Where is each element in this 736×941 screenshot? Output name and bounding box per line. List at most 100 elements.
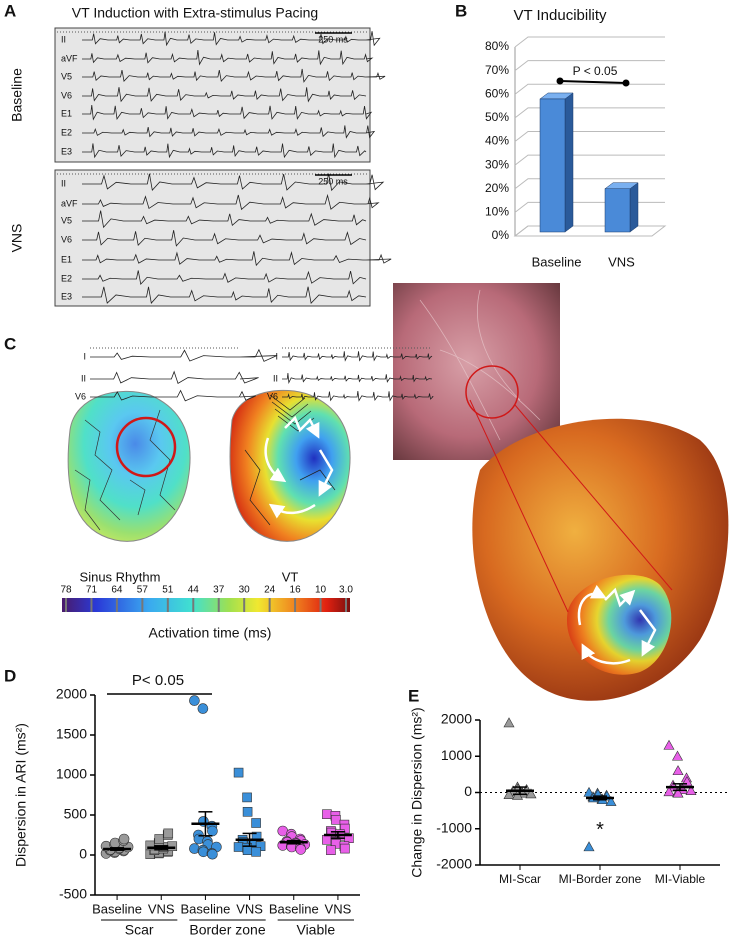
panel-title: VT Induction with Extra-stimulus Pacing bbox=[72, 5, 318, 21]
data-point bbox=[242, 806, 253, 817]
group-label: Scar bbox=[125, 922, 154, 938]
trace-box bbox=[54, 27, 371, 163]
row-label: Baseline bbox=[9, 68, 25, 122]
colorbar-tick-label: 24 bbox=[264, 585, 276, 596]
bar bbox=[539, 98, 566, 233]
map-label: VT bbox=[282, 569, 299, 584]
y-tick-label: 40% bbox=[485, 134, 509, 148]
grid-line bbox=[514, 83, 665, 95]
lead-label: II bbox=[81, 373, 86, 383]
ecg-trace bbox=[82, 270, 367, 286]
panel-letter: E bbox=[408, 686, 419, 705]
data-point bbox=[671, 750, 684, 761]
lead-label: E2 bbox=[61, 127, 72, 137]
lead-label: aVF bbox=[61, 53, 78, 63]
roi-circle bbox=[465, 365, 519, 419]
y-tick-label: 50% bbox=[485, 110, 509, 124]
y-tick-label: 2000 bbox=[56, 686, 87, 702]
lead-label: E3 bbox=[61, 146, 72, 156]
data-point bbox=[322, 834, 332, 845]
y-tick-label: 0% bbox=[492, 228, 510, 242]
contours bbox=[74, 409, 176, 531]
ecg-trace bbox=[282, 373, 433, 384]
scale-label: 250 ms bbox=[318, 176, 348, 186]
lead-label: V6 bbox=[61, 234, 72, 244]
grid-line bbox=[514, 36, 665, 48]
colorbar-tick-label: 16 bbox=[290, 585, 302, 596]
y-tick-label: 500 bbox=[64, 806, 88, 822]
lead-label: E2 bbox=[61, 273, 72, 283]
lead-label: V6 bbox=[267, 391, 278, 401]
data-point bbox=[663, 739, 675, 750]
colorbar-tick-label: 10 bbox=[315, 585, 327, 596]
lead-label: II bbox=[61, 178, 66, 188]
y-tick-label: 70% bbox=[485, 63, 509, 77]
ecg-trace bbox=[82, 31, 381, 47]
activation-map bbox=[67, 390, 191, 542]
data-point bbox=[233, 767, 244, 778]
data-point bbox=[207, 825, 218, 837]
ecg-trace bbox=[282, 390, 434, 402]
map-label: Sinus Rhythm bbox=[80, 569, 161, 584]
colorbar-tick-label: 78 bbox=[60, 585, 72, 596]
bar-side bbox=[564, 92, 574, 233]
grid-line bbox=[514, 178, 665, 190]
y-tick-label: 80% bbox=[485, 39, 509, 53]
row-label: VNS bbox=[9, 224, 25, 253]
ecg-trace bbox=[82, 251, 392, 267]
data-point bbox=[251, 818, 261, 828]
ecg-trace bbox=[82, 50, 374, 66]
data-point bbox=[672, 765, 684, 776]
group-label: Border zone bbox=[189, 922, 265, 938]
lead-label: V5 bbox=[61, 71, 72, 81]
colorbar-tick-label: 51 bbox=[162, 585, 174, 596]
ecg-trace bbox=[82, 68, 386, 83]
colorbar-tick-label: 37 bbox=[213, 585, 225, 596]
colorbar-tick-label: 71 bbox=[86, 585, 98, 596]
zoom-line bbox=[514, 404, 673, 591]
data-point bbox=[167, 841, 178, 852]
lead-label: II bbox=[61, 34, 66, 44]
lead-label: II bbox=[273, 373, 278, 383]
reentry-arrows bbox=[264, 415, 334, 519]
x-tick-label: Baseline bbox=[269, 901, 319, 916]
colorbar-tick-label: 57 bbox=[137, 585, 149, 596]
x-tick-label: MI-Viable bbox=[655, 872, 706, 886]
lead-label: E3 bbox=[61, 291, 72, 301]
y-tick-label: -1000 bbox=[436, 819, 472, 835]
y-tick-label: 2000 bbox=[441, 711, 472, 727]
trace-box bbox=[54, 169, 371, 307]
data-point bbox=[295, 844, 307, 855]
data-point bbox=[583, 841, 595, 852]
grid-line bbox=[514, 154, 665, 166]
data-point bbox=[154, 834, 165, 844]
x-tick-label: VNS bbox=[148, 901, 175, 916]
x-tick-label: VNS bbox=[325, 901, 352, 916]
ecg-trace bbox=[82, 125, 376, 139]
data-point bbox=[242, 792, 252, 803]
colorbar-tick-label: 44 bbox=[188, 585, 200, 596]
y-tick-label: 0 bbox=[464, 783, 472, 799]
data-point bbox=[503, 717, 515, 728]
data-point bbox=[326, 845, 336, 856]
data-point bbox=[233, 842, 244, 852]
significance-dot bbox=[622, 79, 630, 87]
x-tick-label: Baseline bbox=[92, 901, 142, 916]
data-point bbox=[672, 787, 684, 798]
ecg-trace bbox=[90, 348, 278, 362]
y-tick-label: 60% bbox=[485, 86, 509, 100]
data-point bbox=[331, 814, 341, 825]
colorbar-tick-label: 3.0 bbox=[339, 585, 353, 596]
ecg-trace bbox=[90, 370, 259, 384]
bar bbox=[604, 188, 631, 233]
y-tick-label: 0 bbox=[79, 846, 87, 862]
grid-line bbox=[514, 131, 665, 142]
lead-label: I bbox=[83, 351, 86, 361]
x-tick-label: Baseline bbox=[180, 901, 230, 916]
data-point bbox=[503, 789, 515, 799]
data-point bbox=[322, 809, 332, 820]
data-point bbox=[242, 845, 253, 856]
colorbar-tick-label: 30 bbox=[239, 585, 251, 596]
data-point bbox=[525, 788, 537, 799]
